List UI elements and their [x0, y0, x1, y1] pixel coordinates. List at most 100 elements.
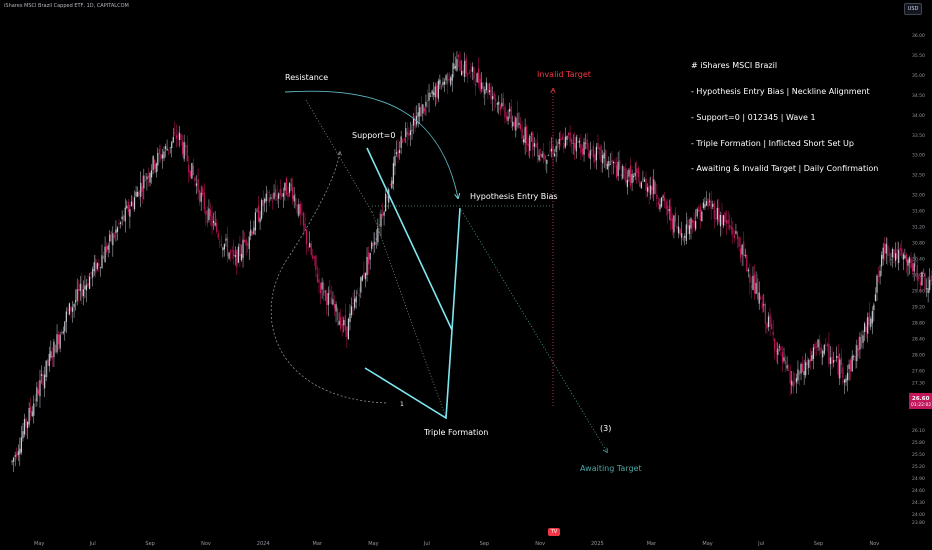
tradingview-logo-icon[interactable]: TV — [548, 528, 560, 536]
candle-body — [188, 164, 190, 173]
candle-body — [439, 79, 441, 85]
candle-body — [116, 227, 119, 232]
candle-body — [778, 346, 780, 348]
candle-body — [383, 212, 385, 216]
candle-body — [192, 165, 195, 176]
candle-body — [553, 153, 556, 157]
candle-body — [11, 461, 13, 463]
candle-body — [482, 86, 484, 92]
candle-body — [318, 279, 320, 283]
candle-body — [540, 153, 542, 156]
candle-body — [490, 87, 492, 99]
x-tick-label: Nov — [870, 541, 880, 547]
candle-body — [423, 108, 425, 112]
candle-body — [887, 245, 889, 257]
candle-body — [664, 197, 666, 202]
candle-body — [464, 60, 466, 77]
candle-body — [498, 102, 500, 105]
candle-body — [324, 291, 326, 293]
candle-body — [257, 205, 260, 222]
candle-body — [126, 205, 128, 209]
candle-body — [230, 251, 232, 253]
candle-body — [639, 181, 641, 187]
candle-body — [708, 200, 711, 202]
candle-body — [874, 294, 877, 301]
candle-body — [727, 219, 729, 224]
candle-body — [529, 135, 531, 151]
candle-body — [493, 93, 495, 99]
candle-body — [299, 204, 301, 214]
candle-body — [14, 455, 16, 457]
candle-body — [586, 139, 588, 150]
candle-body — [893, 249, 895, 258]
label-support: Support=0 — [352, 131, 395, 140]
candle-body — [13, 457, 15, 462]
candle-body — [75, 300, 77, 303]
triple-formation-base — [364, 329, 453, 420]
candle-body — [769, 314, 771, 327]
candle-body — [761, 302, 763, 309]
x-tick-label: Jul — [423, 541, 430, 547]
candle-body — [846, 372, 849, 381]
candle-body — [622, 166, 624, 179]
candle-body — [395, 152, 398, 154]
candle-body — [502, 98, 505, 106]
candle-body — [560, 138, 562, 141]
candle-body — [428, 92, 430, 101]
y-tick-label: 28.00 — [912, 352, 925, 358]
candle-body — [453, 63, 455, 70]
x-tick-label: Mar — [647, 541, 657, 547]
candle-body — [713, 202, 715, 220]
candle-body — [200, 192, 202, 202]
candle-body — [724, 212, 726, 223]
candle-body — [185, 144, 187, 147]
y-tick-label: 28.40 — [912, 336, 925, 342]
candle-body — [267, 191, 269, 193]
candle-body — [51, 355, 53, 359]
candle-body — [526, 126, 528, 145]
candle-body — [84, 285, 86, 290]
candle-body — [174, 132, 176, 134]
candle-body — [468, 72, 470, 74]
candle-body — [295, 197, 297, 207]
candle-body — [73, 304, 75, 308]
candle-body — [535, 143, 537, 148]
currency-button[interactable]: USD — [904, 3, 922, 15]
candle-body — [57, 334, 60, 345]
candle-body — [101, 255, 103, 268]
candle-body — [76, 289, 78, 301]
candle-body — [231, 250, 233, 252]
candle-body — [268, 197, 270, 203]
y-tick-label: 30.00 — [912, 273, 925, 279]
candle-body — [513, 121, 515, 127]
candle-body — [307, 247, 309, 248]
resistance-arc — [284, 90, 458, 198]
y-tick-label: 32.00 — [912, 193, 925, 199]
candle-body — [355, 296, 357, 303]
candle-body — [662, 195, 664, 198]
candle-body — [333, 304, 336, 309]
x-tick-label: 2024 — [257, 541, 270, 547]
candle-body — [828, 343, 830, 365]
candle-body — [59, 334, 61, 349]
candle-body — [298, 204, 300, 216]
candle-body — [626, 179, 629, 188]
candle-body — [915, 261, 917, 262]
candle-body — [312, 255, 314, 259]
x-tick-label: May — [368, 541, 378, 547]
candle-body — [870, 318, 872, 327]
candle-body — [431, 90, 433, 94]
candle-body — [791, 380, 793, 386]
candle-body — [544, 155, 546, 162]
candle-body — [115, 229, 117, 233]
y-tick-label: 36.00 — [912, 33, 925, 39]
candle-body — [326, 293, 328, 305]
candle-body — [447, 73, 449, 84]
candle-body — [541, 153, 543, 158]
candle-body — [479, 78, 481, 91]
note-line-3: - Support=0 | 012345 | Wave 1 — [691, 112, 816, 122]
candle-body — [90, 272, 92, 275]
candle-body — [177, 135, 179, 137]
y-tick-label: 24.00 — [912, 512, 925, 518]
